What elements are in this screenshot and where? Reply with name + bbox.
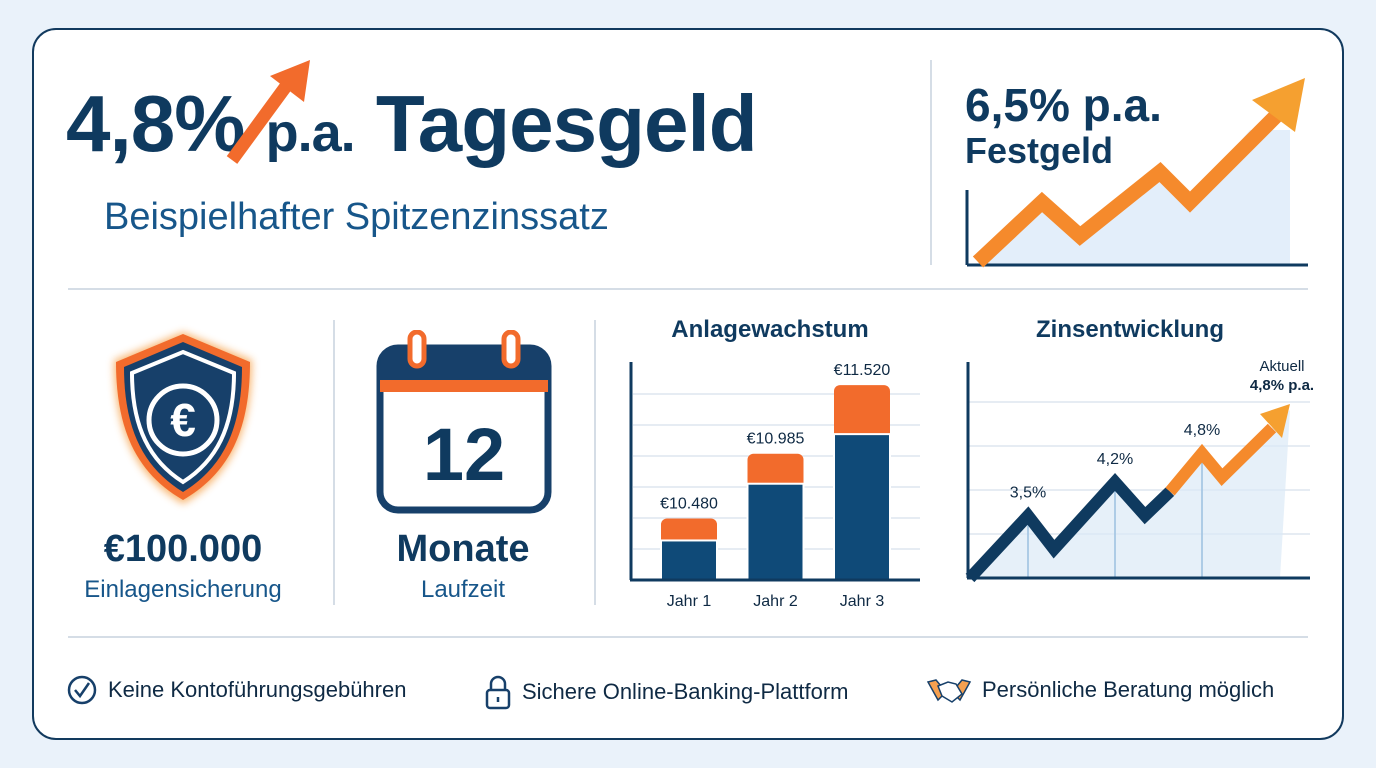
line-series-past (965, 473, 1175, 583)
annotation-value: 4,8% p.a. (1250, 377, 1314, 394)
calendar-icon: 12 (376, 330, 552, 514)
trend-arrow-icon (226, 60, 310, 164)
line-series-current (1165, 423, 1277, 496)
bar-chart: €10.480 Jahr 1 €10.985 Jahr 2 €11.520 Jahr 3 (629, 362, 920, 610)
point-label: 4,2% (1097, 451, 1133, 468)
point-label: 4,8% (1184, 422, 1220, 439)
area-fill (970, 410, 1290, 578)
x-tick-label: Jahr 2 (753, 593, 798, 610)
line-chart-title: Zinsentwicklung (1035, 316, 1224, 343)
footer-item-consulting: Persönliche Beratung möglich (926, 674, 1274, 706)
check-circle-icon (67, 675, 97, 705)
divider (333, 320, 335, 605)
x-tick-label: Jahr 3 (840, 593, 885, 610)
footer-label: Sichere Online-Banking-Plattform (522, 679, 849, 704)
hero-pa: p.a. (265, 103, 356, 163)
deposit-label: Einlagensicherung (84, 576, 282, 603)
bar-value-label: €10.480 (660, 495, 718, 512)
festgeld-trend-graphic (965, 78, 1308, 268)
hero-subtitle: Beispielhafter Spitzenzinssatz (104, 196, 609, 238)
bar-value-label: €11.520 (834, 362, 891, 379)
handshake-icon (926, 679, 972, 703)
lock-icon (485, 675, 511, 710)
footer-item-security: Sichere Online-Banking-Plattform (484, 674, 848, 710)
footer-item-fees: Keine Kontoführungsgebühren (66, 674, 406, 706)
festgeld-label: Festgeld (965, 130, 1114, 171)
line-chart: 3,5% 4,2% 4,8% Aktuell 4,8% p.a. (965, 358, 1314, 583)
bar-principal-segment (660, 539, 718, 581)
bar-principal-segment (833, 433, 891, 581)
divider (930, 60, 932, 265)
hero-product: Tagesgeld (375, 79, 758, 168)
deposit-amount: €100.000 (103, 528, 263, 570)
point-label: 3,5% (1010, 485, 1046, 502)
footer-label: Persönliche Beratung möglich (982, 677, 1275, 702)
divider (594, 320, 596, 605)
calendar-months: 12 (423, 413, 505, 496)
annotation-label: Aktuell (1259, 358, 1304, 375)
divider (68, 288, 1308, 290)
x-tick-label: Jahr 1 (667, 593, 712, 610)
term-label: Laufzeit (420, 576, 506, 603)
hero-headline: 4,8% p.a. Tagesgeld (66, 78, 758, 170)
term-unit: Monate (396, 528, 530, 570)
bar-principal-segment (746, 482, 805, 581)
arrow-head (1260, 404, 1290, 438)
bar-value-label: €10.985 (747, 431, 805, 448)
footer-label: Keine Kontoführungsgebühren (108, 677, 407, 702)
hero-rate: 4,8% (66, 79, 245, 168)
divider (68, 636, 1308, 638)
festgeld-rate: 6,5% p.a. (965, 79, 1162, 131)
euro-shield-icon: € (114, 332, 252, 504)
bar-chart-title: Anlagewachstum (671, 316, 869, 343)
svg-text:€: € (170, 394, 196, 446)
